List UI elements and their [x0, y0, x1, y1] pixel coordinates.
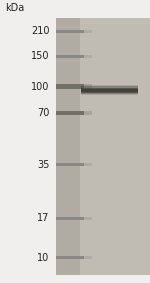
Bar	[56, 55, 84, 58]
Bar	[84, 30, 92, 33]
Bar	[56, 256, 84, 259]
Bar	[84, 84, 92, 89]
Bar	[56, 111, 84, 115]
Bar	[56, 30, 84, 33]
Text: 210: 210	[31, 26, 50, 37]
Text: 70: 70	[37, 108, 50, 118]
Text: 150: 150	[31, 52, 50, 61]
Bar	[81, 89, 138, 92]
Bar	[56, 163, 84, 166]
Bar	[84, 111, 92, 115]
Bar	[84, 256, 92, 259]
Text: 10: 10	[37, 253, 50, 263]
Bar	[80, 18, 150, 275]
Bar	[81, 89, 138, 91]
Bar	[84, 163, 92, 166]
Bar	[56, 18, 80, 275]
Bar	[56, 217, 84, 220]
Bar	[84, 55, 92, 58]
Bar	[81, 87, 138, 93]
Text: 35: 35	[37, 160, 50, 170]
Text: kDa: kDa	[5, 3, 24, 14]
Bar	[84, 217, 92, 220]
Bar	[56, 84, 84, 89]
Bar	[81, 85, 138, 95]
Bar	[81, 86, 138, 94]
Bar	[56, 18, 150, 275]
Text: 17: 17	[37, 213, 50, 223]
Text: 100: 100	[31, 82, 50, 92]
